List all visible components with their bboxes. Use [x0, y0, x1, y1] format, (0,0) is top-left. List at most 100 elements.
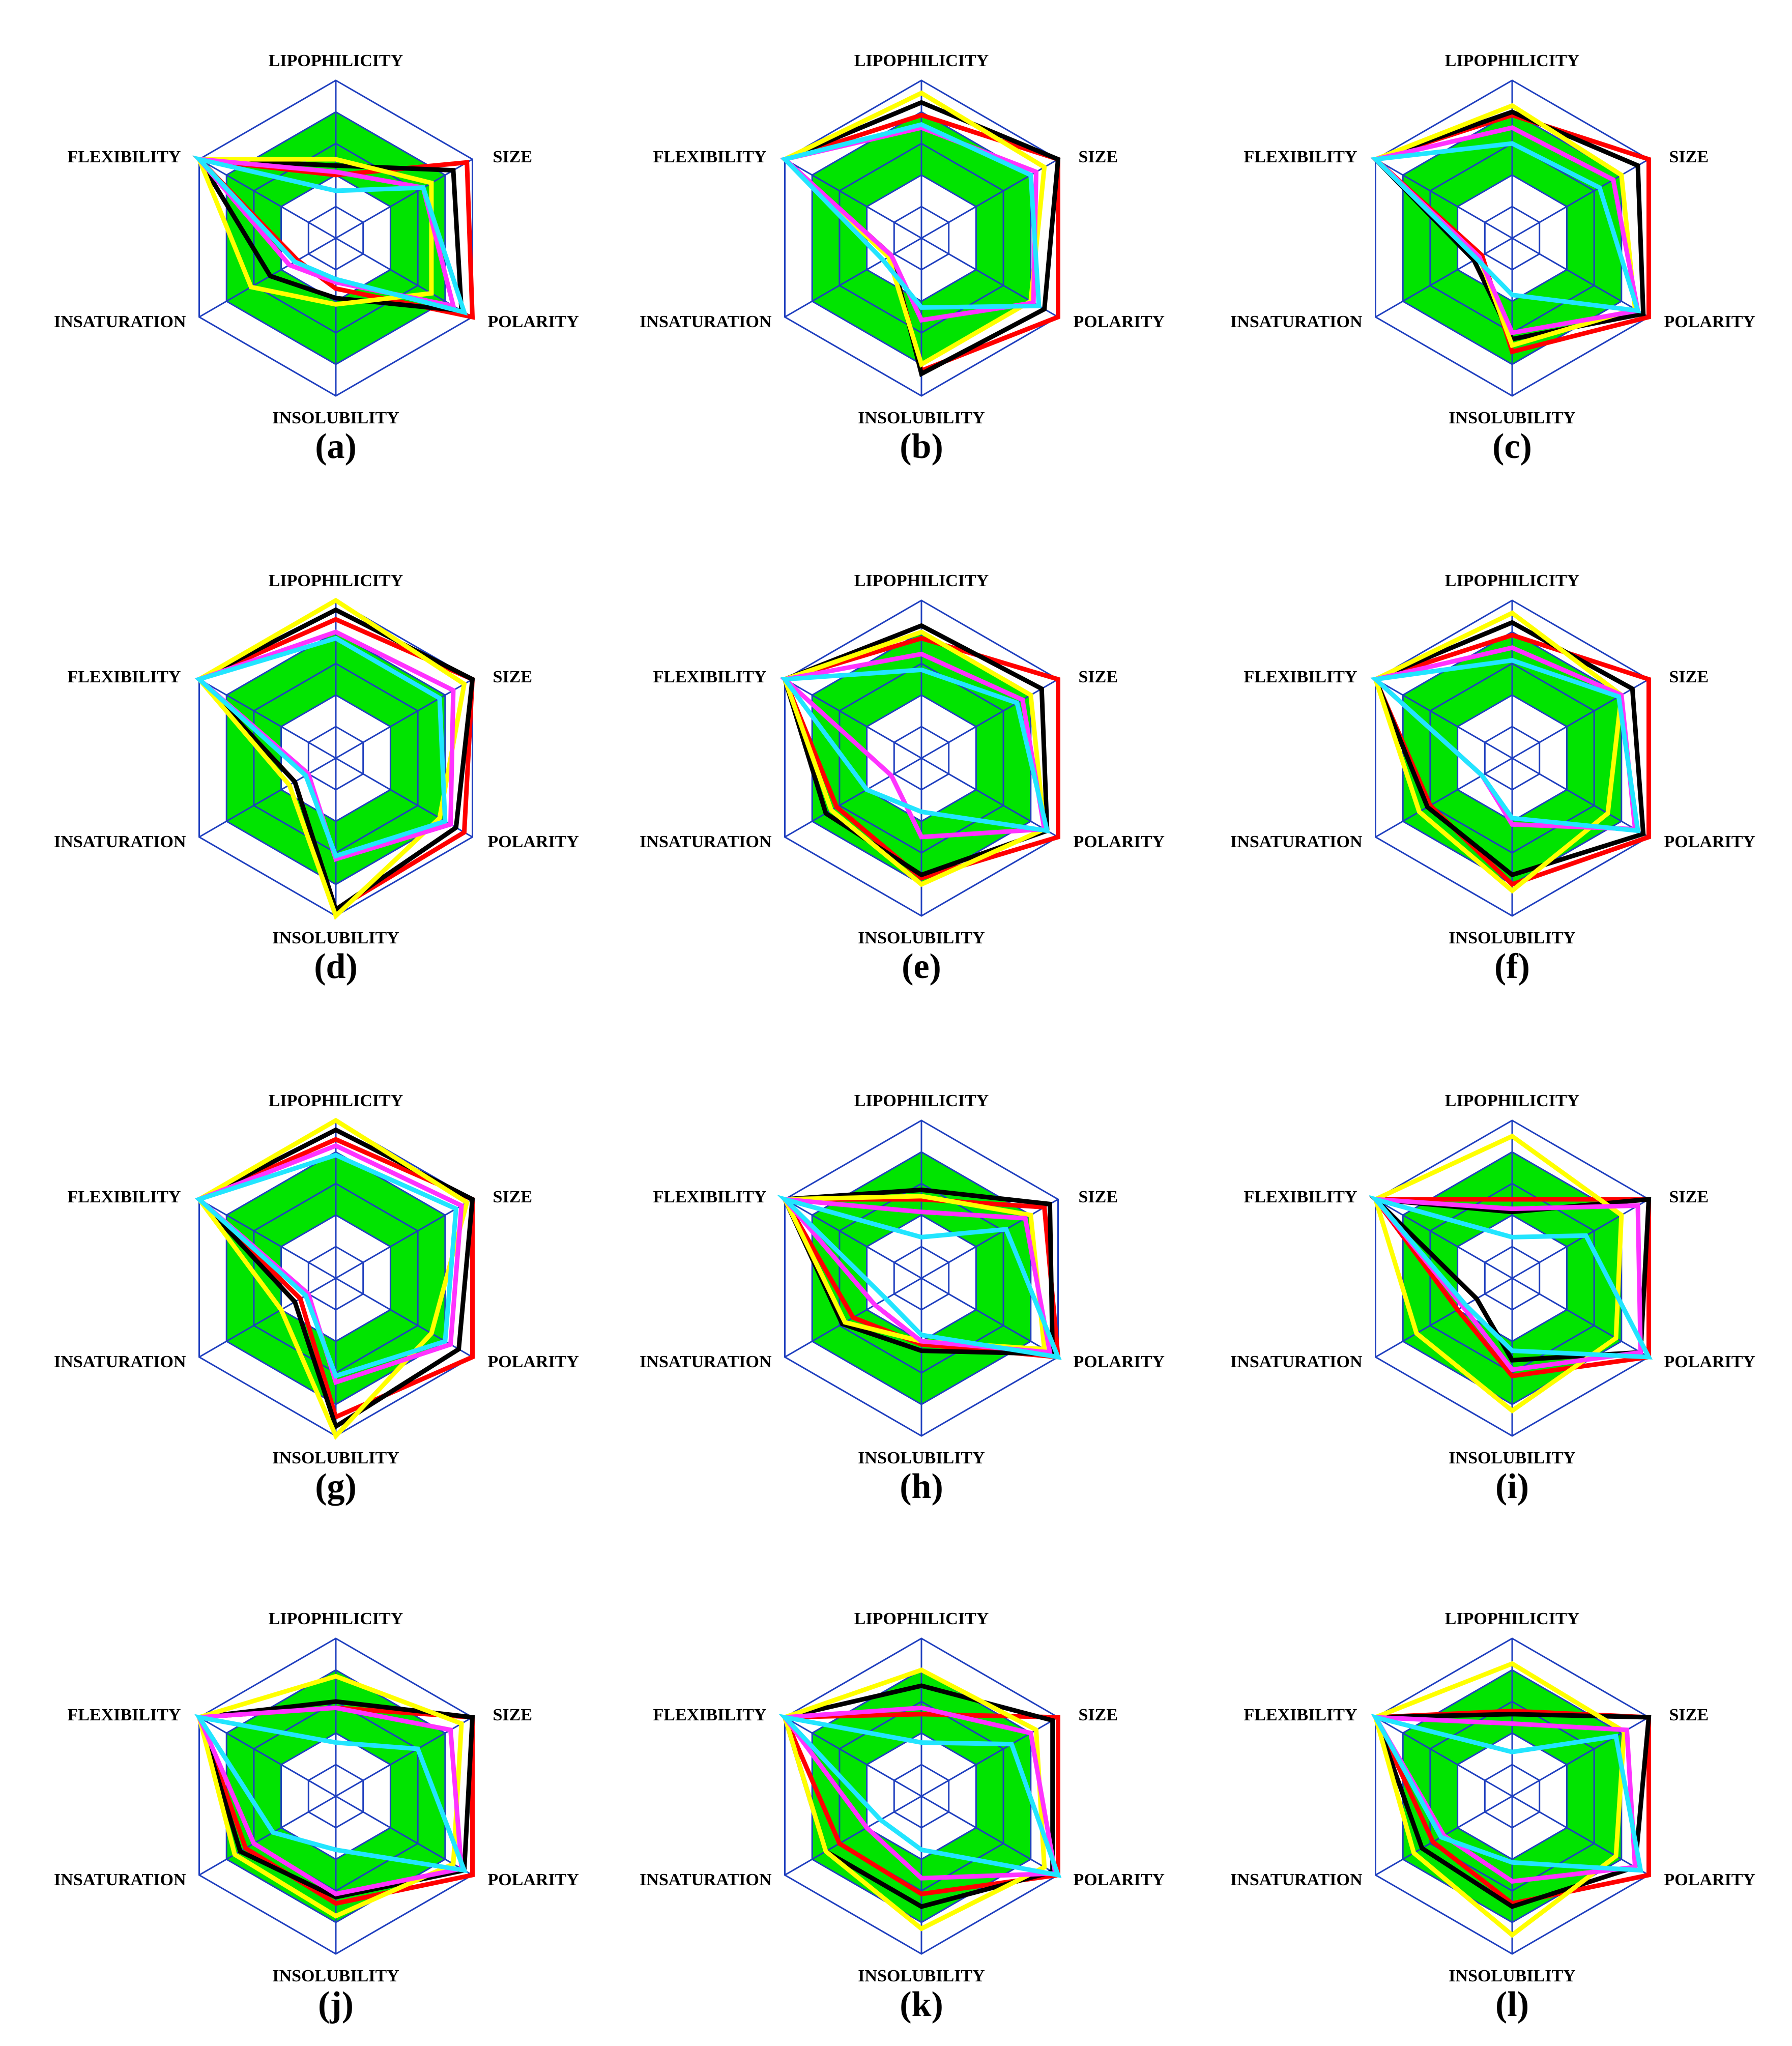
- radar-panel-d: LIPOPHILICITY SIZE POLARITY INSOLUBILITY INS…: [54, 571, 579, 986]
- series-line-cyan: [1369, 1195, 1653, 1360]
- axis-label-polarity: POLARITY: [1664, 312, 1755, 331]
- spoke-polarity: [335, 1795, 473, 1876]
- radar-panel-i: LIPOPHILICITY SIZE POLARITY INSOLUBILITY INS…: [1230, 1091, 1755, 1506]
- series-line-cyan: [1370, 658, 1641, 833]
- panel-label: (k): [900, 1985, 943, 2024]
- axis-label-size: SIZE: [1079, 668, 1118, 686]
- radar-panel-c: LIPOPHILICITY SIZE POLARITY INSOLUBILITY INS…: [1230, 51, 1755, 466]
- spoke-flexibility: [1375, 1716, 1513, 1797]
- panel-label: (f): [1494, 947, 1530, 986]
- axis-label-flexibility: FLEXIBILITY: [68, 148, 181, 166]
- axis-label-polarity: POLARITY: [488, 832, 579, 851]
- axis-label-flexibility: FLEXIBILITY: [1244, 148, 1357, 166]
- axis-label-insaturation: INSATURATION: [54, 312, 186, 331]
- axis-label-lipophilicity: LIPOPHILICITY: [854, 1609, 989, 1628]
- axis-label-insolubility: INSOLUBILITY: [1449, 409, 1575, 427]
- spoke-size: [1512, 158, 1650, 239]
- spoke-insaturation: [784, 237, 922, 318]
- panel-label: (l): [1495, 1985, 1529, 2024]
- axis-label-size: SIZE: [1669, 1188, 1709, 1206]
- axis-label-polarity: POLARITY: [1074, 1870, 1165, 1889]
- panel-label: (h): [900, 1467, 943, 1506]
- radar-panel-f: LIPOPHILICITY SIZE POLARITY INSOLUBILITY INS…: [1230, 571, 1755, 986]
- spoke-flexibility: [198, 678, 336, 759]
- spoke-insaturation: [784, 1795, 922, 1876]
- spoke-flexibility: [198, 158, 336, 239]
- spoke-polarity: [1512, 1277, 1650, 1358]
- axis-label-polarity: POLARITY: [1664, 1870, 1755, 1889]
- axis-label-lipophilicity: LIPOPHILICITY: [1445, 571, 1580, 590]
- axis-label-insaturation: INSATURATION: [640, 832, 772, 851]
- series-line-cyan: [776, 1195, 1062, 1360]
- axis-label-insaturation: INSATURATION: [54, 1870, 186, 1889]
- axis-label-polarity: POLARITY: [488, 312, 579, 331]
- axis-label-insolubility: INSOLUBILITY: [1449, 929, 1575, 947]
- radar-panel-j: LIPOPHILICITY SIZE POLARITY INSOLUBILITY INS…: [54, 1609, 579, 2024]
- spoke-insaturation: [198, 1795, 336, 1876]
- spoke-polarity: [921, 1277, 1059, 1358]
- series-line-cyan: [194, 636, 448, 859]
- axis-label-size: SIZE: [493, 1706, 533, 1724]
- panel-label: (g): [315, 1467, 357, 1506]
- axis-label-flexibility: FLEXIBILITY: [1244, 668, 1357, 686]
- axis-label-insolubility: INSOLUBILITY: [858, 929, 985, 947]
- spoke-flexibility: [1375, 1198, 1513, 1279]
- spoke-flexibility: [1375, 678, 1513, 759]
- axis-label-size: SIZE: [493, 668, 533, 686]
- axis-label-insolubility: INSOLUBILITY: [858, 1449, 985, 1467]
- axis-label-polarity: POLARITY: [1664, 1352, 1755, 1371]
- axis-label-insaturation: INSATURATION: [1230, 312, 1363, 331]
- axis-label-flexibility: FLEXIBILITY: [1244, 1706, 1357, 1724]
- axis-label-lipophilicity: LIPOPHILICITY: [854, 1091, 989, 1110]
- axis-label-size: SIZE: [1079, 1706, 1118, 1724]
- axis-label-size: SIZE: [1669, 148, 1709, 166]
- axis-label-insaturation: INSATURATION: [54, 1352, 186, 1371]
- axis-label-insolubility: INSOLUBILITY: [858, 1967, 985, 1985]
- spoke-insaturation: [1375, 757, 1513, 838]
- axis-label-lipophilicity: LIPOPHILICITY: [269, 1609, 403, 1628]
- panel-label: (d): [314, 947, 358, 986]
- axis-label-insolubility: INSOLUBILITY: [858, 409, 985, 427]
- spoke-flexibility: [784, 158, 922, 239]
- spoke-flexibility: [784, 1716, 922, 1797]
- series-line-cyan: [192, 155, 468, 316]
- axis-label-lipophilicity: LIPOPHILICITY: [854, 51, 989, 70]
- axis-label-polarity: POLARITY: [1664, 832, 1755, 851]
- axis-label-lipophilicity: LIPOPHILICITY: [269, 51, 403, 70]
- axis-label-insolubility: INSOLUBILITY: [272, 409, 399, 427]
- series-line-cyan: [780, 667, 1050, 834]
- spoke-insaturation: [1375, 1277, 1513, 1358]
- panel-label: (a): [315, 427, 357, 466]
- axis-label-insaturation: INSATURATION: [54, 832, 186, 851]
- axis-label-lipophilicity: LIPOPHILICITY: [854, 571, 989, 590]
- axis-label-flexibility: FLEXIBILITY: [653, 1188, 767, 1206]
- radar-panel-h: LIPOPHILICITY SIZE POLARITY INSOLUBILITY INS…: [640, 1091, 1165, 1506]
- panel-label: (b): [900, 427, 943, 466]
- panel-label: (e): [902, 947, 941, 986]
- panel-label: (j): [318, 1985, 354, 2024]
- spoke-flexibility: [198, 1716, 336, 1797]
- spoke-flexibility: [1375, 158, 1513, 239]
- axis-label-insolubility: INSOLUBILITY: [1449, 1967, 1575, 1985]
- spoke-flexibility: [198, 1198, 336, 1279]
- axis-label-size: SIZE: [493, 1188, 533, 1206]
- axis-label-insaturation: INSATURATION: [640, 1870, 772, 1889]
- radar-panel-g: LIPOPHILICITY SIZE POLARITY INSOLUBILITY INS…: [54, 1091, 579, 1506]
- axis-label-polarity: POLARITY: [1074, 832, 1165, 851]
- axis-label-flexibility: FLEXIBILITY: [1244, 1188, 1357, 1206]
- axis-label-insaturation: INSATURATION: [1230, 1352, 1363, 1371]
- axis-label-lipophilicity: LIPOPHILICITY: [1445, 1609, 1580, 1628]
- axis-label-insolubility: INSOLUBILITY: [272, 929, 399, 947]
- spoke-size: [335, 1198, 473, 1279]
- axis-label-size: SIZE: [1079, 148, 1118, 166]
- axis-label-insaturation: INSATURATION: [640, 1352, 772, 1371]
- axis-label-flexibility: FLEXIBILITY: [653, 668, 767, 686]
- axis-label-polarity: POLARITY: [1074, 312, 1165, 331]
- radar-panel-l: LIPOPHILICITY SIZE POLARITY INSOLUBILITY INS…: [1230, 1609, 1755, 2024]
- axis-label-flexibility: FLEXIBILITY: [653, 148, 767, 166]
- spoke-size: [921, 678, 1059, 759]
- series-line-cyan: [1370, 141, 1641, 313]
- axis-label-insaturation: INSATURATION: [1230, 1870, 1363, 1889]
- axis-label-insolubility: INSOLUBILITY: [272, 1967, 399, 1985]
